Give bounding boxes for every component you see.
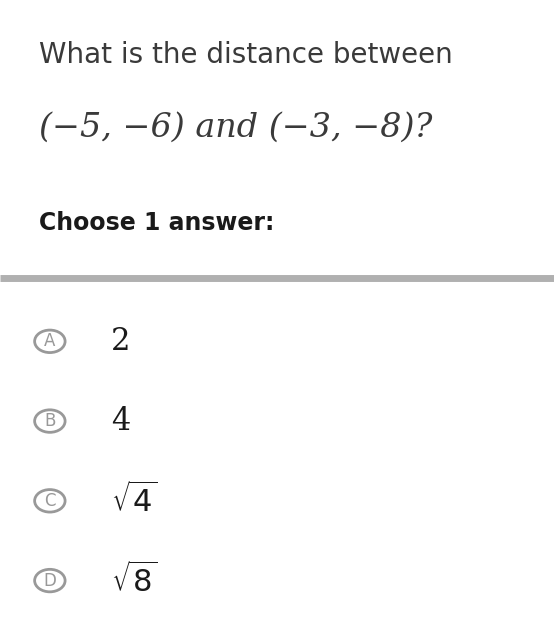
Text: (−5, −6) and (−3, −8)?: (−5, −6) and (−3, −8)? [39, 112, 432, 144]
Text: 4: 4 [111, 406, 130, 436]
Text: B: B [44, 412, 55, 430]
Text: $\sqrt{4}$: $\sqrt{4}$ [111, 483, 157, 519]
Text: C: C [44, 492, 55, 510]
Text: Choose 1 answer:: Choose 1 answer: [39, 211, 274, 235]
Text: 2: 2 [111, 326, 130, 357]
Text: D: D [43, 572, 57, 590]
Text: A: A [44, 332, 55, 350]
Text: $\sqrt{8}$: $\sqrt{8}$ [111, 563, 157, 598]
Text: What is the distance between: What is the distance between [39, 41, 453, 70]
